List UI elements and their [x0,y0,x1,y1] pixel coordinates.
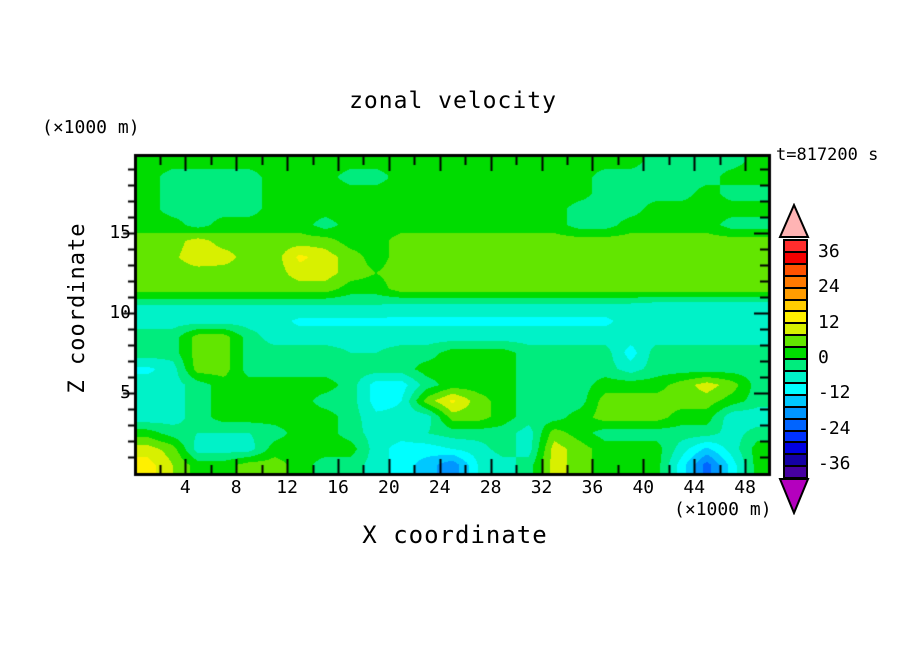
colorbar-segment [785,300,806,313]
colorbar-segment [785,348,806,361]
x-tick-label-48: 48 [734,477,756,498]
x-tick-label-36: 36 [581,477,604,498]
colorbar-segment [785,407,806,420]
y-tick-label-15: 15 [109,222,131,243]
y-tick-label-5: 5 [120,382,131,403]
colorbar-segment [785,252,806,265]
colorbar-segment [785,443,806,456]
colorbar-tick-label--24: -24 [818,417,851,439]
colorbar-segment [785,383,806,396]
colorbar-tick-label-12: 12 [818,311,840,333]
x-tick-label-44: 44 [683,477,706,498]
x-tick-label-20: 20 [378,477,400,498]
x-tick-label-28: 28 [479,477,502,498]
colorbar [783,239,808,479]
y-tick-label-10: 10 [109,302,131,323]
colorbar-under-range-arrow-icon [778,478,810,515]
colorbar-tick-label--12: -12 [818,382,851,404]
colorbar-segment [785,395,806,408]
x-tick-label-4: 4 [179,477,191,498]
colorbar-over-range-arrow-icon [778,203,810,238]
colorbar-tick-label--36: -36 [818,453,851,475]
colorbar-segment [785,264,806,277]
colorbar-tick-label-24: 24 [818,276,840,298]
x-tick-label-12: 12 [276,477,298,498]
colorbar-tick-label-0: 0 [818,347,829,368]
x-tick-label-40: 40 [632,477,655,498]
colorbar-tick-label-36: 36 [818,240,840,262]
colorbar-segment [785,419,806,432]
colorbar-segment [785,241,806,253]
colorbar-segment [785,467,806,478]
colorbar-segment [785,324,806,337]
colorbar-segment [785,288,806,301]
colorbar-segment [785,455,806,468]
colorbar-segment [785,276,806,289]
colorbar-segment [785,336,806,349]
x-tick-label-32: 32 [530,477,553,498]
colorbar-segment [785,360,806,372]
x-tick-label-24: 24 [428,477,451,498]
colorbar-segment [785,312,806,325]
colorbar-segment [785,431,806,444]
x-tick-label-8: 8 [230,477,242,498]
colorbar-segment [785,371,806,384]
x-tick-label-16: 16 [327,477,349,498]
